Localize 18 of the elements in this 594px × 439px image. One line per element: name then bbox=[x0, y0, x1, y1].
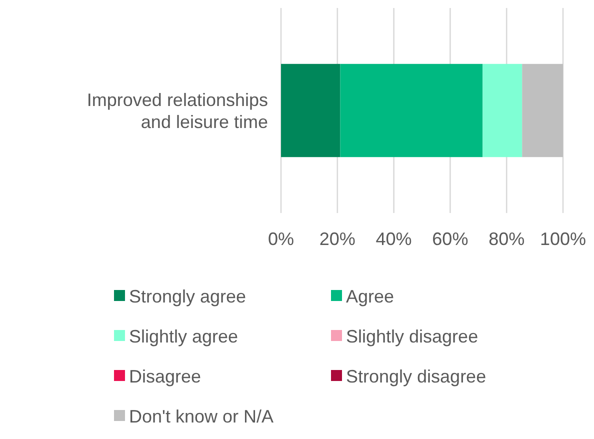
x-tick-label: 40% bbox=[376, 229, 412, 249]
y-tick-label: Improved relationships and leisure time bbox=[86, 90, 268, 132]
x-tick-label: 20% bbox=[319, 229, 356, 249]
legend-label: Strongly disagree bbox=[346, 366, 486, 386]
bar bbox=[482, 64, 522, 158]
legend-label: Slightly disagree bbox=[346, 326, 478, 346]
legend-label: Strongly agree bbox=[129, 286, 246, 306]
bar bbox=[522, 64, 563, 158]
x-tick-label: 80% bbox=[488, 229, 525, 249]
legend-label: Agree bbox=[346, 286, 394, 306]
x-tick-label: 0% bbox=[268, 229, 294, 249]
bar bbox=[281, 64, 340, 158]
x-tick-label: 60% bbox=[432, 229, 468, 249]
legend-label: Disagree bbox=[129, 366, 202, 386]
bar bbox=[340, 64, 483, 158]
x-tick-label: 100% bbox=[540, 229, 586, 249]
legend-label: Slightly agree bbox=[129, 326, 238, 346]
legend-label: Don't know or N/A bbox=[129, 406, 274, 426]
